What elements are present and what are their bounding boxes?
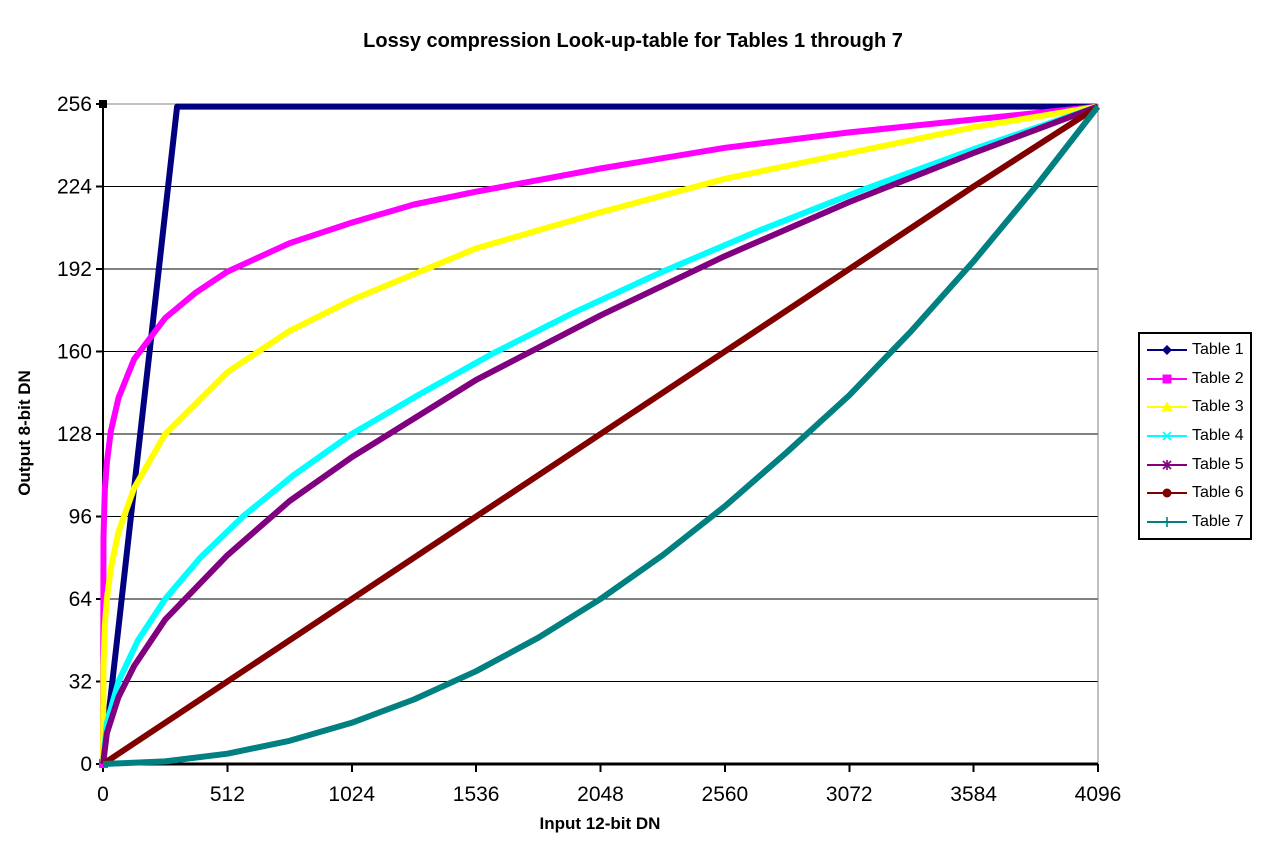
legend-label: Table 2: [1192, 369, 1244, 387]
plus-marker-icon: [1147, 516, 1187, 527]
legend-entry-table-5: Table 5: [1146, 452, 1250, 478]
y-tick-label-160: 160: [57, 341, 92, 364]
legend-entry-table-6: Table 6: [1146, 480, 1250, 506]
x-tick-label-0: 0: [97, 783, 109, 806]
y-tick-label-32: 32: [69, 671, 92, 694]
diamond-marker-icon: [1147, 345, 1187, 356]
x-tick-label-1536: 1536: [453, 783, 500, 806]
y-tick-label-96: 96: [69, 506, 92, 529]
legend-label: Table 3: [1192, 398, 1244, 416]
legend-entry-table-3: Table 3: [1146, 394, 1250, 420]
legend: Table 1 Table 2 Table 3 Table 4 Table 5 Table…: [1138, 332, 1252, 540]
legend-label: Table 7: [1192, 512, 1244, 530]
circle-marker-icon: [1147, 488, 1187, 498]
y-tick-label-192: 192: [57, 258, 92, 281]
square-marker-icon: [1147, 374, 1187, 384]
corner-handle-square: [99, 100, 107, 108]
x-axis-title: Input 12-bit DN: [539, 814, 661, 833]
legend-entry-table-7: Table 7: [1146, 509, 1250, 535]
series-line-table-6: [101, 104, 1100, 767]
x-tick-label-512: 512: [210, 783, 245, 806]
x-tick-label-3072: 3072: [826, 783, 873, 806]
x-tick-label-4096: 4096: [1075, 783, 1122, 806]
y-tick-label-256: 256: [57, 93, 92, 116]
star-marker-icon: [1147, 459, 1187, 470]
legend-label: Table 5: [1192, 455, 1244, 473]
y-tick-label-224: 224: [57, 176, 92, 199]
series-line-table-4: [100, 103, 1099, 765]
series-line-table-1: [100, 103, 1098, 765]
x-tick-label-2560: 2560: [702, 783, 749, 806]
x-tick-label-1024: 1024: [328, 783, 375, 806]
legend-label: Table 4: [1192, 426, 1244, 444]
x-marker-icon: [1147, 431, 1187, 441]
series-line-table-2: [100, 103, 1099, 765]
series-line-table-3: [100, 103, 1099, 765]
legend-entry-table-1: Table 1: [1146, 337, 1250, 363]
series-line-table-7: [102, 104, 1101, 767]
y-tick-label-64: 64: [69, 588, 93, 611]
legend-label: Table 6: [1192, 484, 1244, 502]
legend-label: Table 1: [1192, 341, 1244, 359]
series-line-table-5: [100, 103, 1099, 765]
triangle-marker-icon: [1147, 401, 1187, 412]
legend-entry-table-4: Table 4: [1146, 423, 1250, 449]
x-tick-label-3584: 3584: [950, 783, 997, 806]
x-tick-label-2048: 2048: [577, 783, 624, 806]
chart-title: Lossy compression Look-up-table for Tabl…: [363, 30, 903, 52]
legend-entry-table-2: Table 2: [1146, 366, 1250, 392]
y-tick-label-0: 0: [80, 753, 92, 776]
y-tick-label-128: 128: [57, 423, 92, 446]
